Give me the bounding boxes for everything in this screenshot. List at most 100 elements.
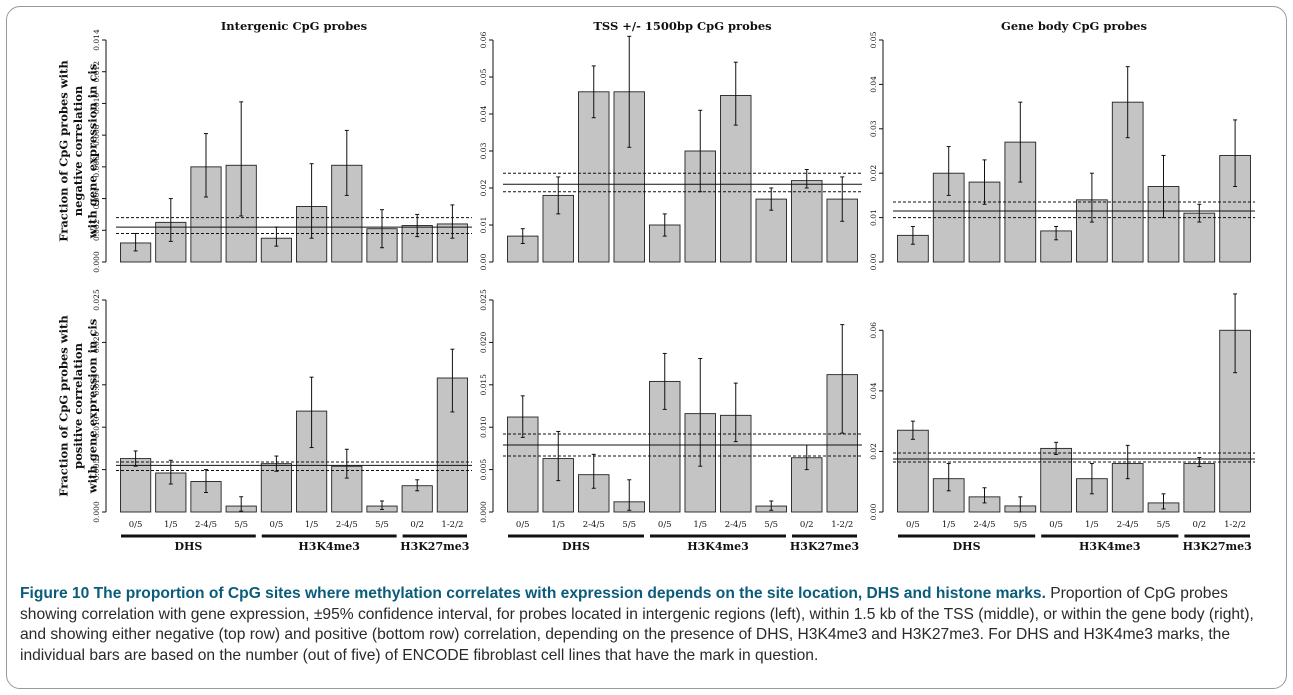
chart-grid: Fraction of CpG probes with negative corr… — [57, 19, 1255, 553]
y-axis-title-bottom: Fraction of CpG probes with positive corr… — [57, 315, 100, 497]
y-axis-title-top: Fraction of CpG probes with negative corr… — [57, 60, 100, 242]
y-tick-label: 0.000 — [92, 251, 101, 273]
y-tick-label: 0.03 — [869, 120, 878, 137]
y-tick-label: 0.01 — [869, 209, 878, 226]
y-tick-label: 0.05 — [479, 68, 488, 85]
x-tick-label: 0/2 — [1192, 520, 1206, 530]
group-label: H3K27me3 — [790, 540, 859, 553]
y-tick-label: 0.01 — [479, 217, 488, 234]
y-tick-label: 0.014 — [92, 29, 101, 51]
chart-panel-6: 0.00 0.02 0.04 0.06 0/5 1/5 2-4/5 5/5 0/5 1/5 2-4/… — [869, 293, 1255, 553]
y-tick-label: 0.02 — [479, 179, 488, 196]
group-label: H3K4me3 — [1079, 540, 1141, 553]
caption-title: Figure 10 The proportion of CpG sites wh… — [20, 585, 1046, 602]
caption-body: Proportion of CpG probes showing correla… — [20, 585, 1254, 664]
x-tick-label: 0/5 — [129, 520, 143, 530]
y-axis-title-line: Fraction of CpG probes with — [57, 315, 71, 497]
y-axis-title-line: Fraction of CpG probes with — [57, 60, 71, 242]
x-tick-label: 1/5 — [693, 520, 707, 530]
y-tick-label: 0.005 — [92, 459, 101, 481]
x-tick-label: 0/5 — [906, 520, 920, 530]
y-tick-label: 0.015 — [92, 374, 101, 396]
x-tick-label: 5/5 — [622, 520, 636, 530]
group-label: DHS — [174, 540, 202, 553]
y-tick-label: 0.020 — [479, 331, 488, 353]
y-tick-label: 0.02 — [869, 165, 878, 182]
x-tick-label: 1/5 — [942, 520, 956, 530]
group-label: H3K27me3 — [400, 540, 469, 553]
y-tick-label: 0.006 — [92, 156, 101, 178]
x-tick-label: 1/5 — [164, 520, 178, 530]
y-tick-label: 0.000 — [479, 501, 488, 523]
x-tick-label: 5/5 — [375, 520, 389, 530]
y-tick-label: 0.06 — [869, 322, 878, 339]
x-tick-label: 1/5 — [1085, 520, 1099, 530]
x-tick-label: 2-4/5 — [583, 520, 605, 530]
y-tick-label: 0.025 — [479, 289, 488, 311]
bar — [1040, 447, 1072, 513]
y-tick-label: 0.05 — [869, 31, 878, 48]
y-axis-title-line: with gene expression in cis — [86, 319, 100, 495]
y-tick-label: 0.04 — [869, 382, 878, 399]
group-label: DHS — [562, 540, 590, 553]
bar — [331, 465, 363, 513]
y-tick-label: 0.008 — [92, 124, 101, 146]
panel-title: Intergenic CpG probes — [221, 19, 367, 33]
y-tick-label: 0.03 — [479, 142, 488, 159]
x-tick-label: 2-4/5 — [725, 520, 747, 530]
x-tick-label: 0/5 — [1049, 520, 1063, 530]
chart-panel-3: Gene body CpG probes 0.00 0.01 0.02 0.03 0.04… — [869, 19, 1255, 270]
y-tick-label: 0.015 — [479, 374, 488, 396]
x-tick-label: 1/5 — [551, 520, 565, 530]
x-tick-label: 0/5 — [270, 520, 284, 530]
x-tick-label: 1-2/2 — [1224, 520, 1246, 530]
x-tick-label: 5/5 — [234, 520, 248, 530]
y-axis-title-line: negative correlation — [71, 85, 85, 216]
y-tick-label: 0.02 — [869, 443, 878, 460]
y-axis-title-line: positive correlation — [71, 342, 85, 469]
y-tick-label: 0.010 — [479, 416, 488, 438]
x-tick-label: 5/5 — [1157, 520, 1171, 530]
x-tick-label: 5/5 — [764, 520, 778, 530]
y-tick-label: 0.005 — [479, 459, 488, 481]
x-tick-label: 0/5 — [658, 520, 672, 530]
chart-panel-4: 0.000 0.005 0.010 0.015 0.020 0.025 0/5 1/5 2-4/… — [92, 289, 472, 553]
y-tick-label: 0.06 — [479, 31, 488, 48]
x-tick-label: 2-4/5 — [974, 520, 996, 530]
figure-caption: Figure 10 The proportion of CpG sites wh… — [20, 584, 1278, 666]
panel-title: TSS +/- 1500bp CpG probes — [593, 19, 771, 33]
x-tick-label: 1/5 — [305, 520, 319, 530]
x-tick-label: 2-4/5 — [1117, 520, 1139, 530]
group-label: H3K4me3 — [687, 540, 749, 553]
bar — [1183, 463, 1216, 513]
bar — [897, 429, 929, 513]
x-tick-label: 2-4/5 — [336, 520, 358, 530]
y-tick-label: 0.012 — [92, 61, 101, 83]
chart-panel-1: Intergenic CpG probes 0.000 0.002 0.004 0.00… — [92, 19, 472, 273]
y-tick-label: 0.00 — [869, 253, 878, 270]
y-tick-label: 0.000 — [92, 501, 101, 523]
x-tick-label: 1-2/2 — [831, 520, 853, 530]
group-label: H3K4me3 — [298, 540, 360, 553]
chart-panel-5: 0.000 0.005 0.010 0.015 0.020 0.025 0/5 1/5 2-4/… — [479, 289, 862, 553]
y-tick-label: 0.002 — [92, 219, 101, 241]
group-label: H3K27me3 — [1183, 540, 1252, 553]
group-label: DHS — [953, 540, 981, 553]
x-tick-label: 1-2/2 — [441, 520, 463, 530]
y-tick-label: 0.04 — [479, 105, 488, 122]
bar — [791, 180, 823, 263]
y-tick-label: 0.020 — [92, 331, 101, 353]
x-tick-label: 2-4/5 — [195, 520, 217, 530]
x-tick-label: 5/5 — [1013, 520, 1027, 530]
bar — [120, 458, 152, 513]
y-tick-label: 0.010 — [92, 416, 101, 438]
x-tick-label: 0/5 — [516, 520, 530, 530]
y-tick-label: 0.025 — [92, 289, 101, 311]
y-tick-label: 0.00 — [479, 253, 488, 270]
y-tick-label: 0.010 — [92, 92, 101, 114]
y-tick-label: 0.04 — [869, 76, 878, 93]
x-tick-label: 0/2 — [410, 520, 424, 530]
chart-panel-2: TSS +/- 1500bp CpG probes 0.00 0.01 0.02 0.0… — [479, 19, 862, 270]
y-tick-label: 0.00 — [869, 503, 878, 520]
